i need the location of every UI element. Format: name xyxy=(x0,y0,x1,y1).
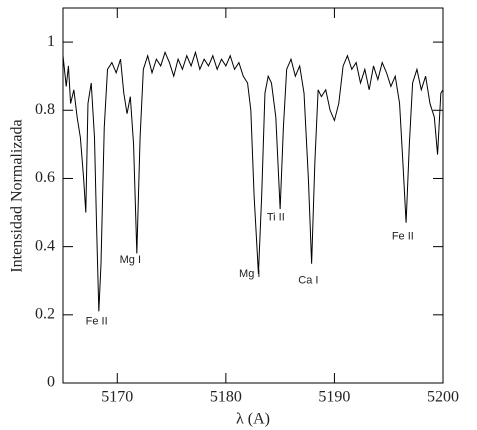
y-tick-label: 0.6 xyxy=(35,169,55,186)
line-annotation: Mg I xyxy=(239,268,260,280)
x-tick-label: 5180 xyxy=(210,389,242,406)
line-annotation: Mg I xyxy=(120,254,141,266)
x-tick-label: 5190 xyxy=(318,389,350,406)
y-tick-label: 0.2 xyxy=(35,305,55,322)
y-tick-label: 0.8 xyxy=(35,101,55,118)
spectrum-line xyxy=(62,50,444,312)
y-tick-label: 0.4 xyxy=(35,237,55,254)
line-annotation: Fe II xyxy=(86,316,108,328)
x-tick-label: 5170 xyxy=(101,389,133,406)
line-annotation: Fe II xyxy=(392,230,414,242)
y-tick-label: 1 xyxy=(47,33,55,50)
y-axis-label: Intensidad Normalizada xyxy=(9,119,26,272)
line-annotation: Ti II xyxy=(267,212,285,224)
y-tick-label: 0 xyxy=(47,374,55,391)
plot-frame xyxy=(62,7,444,384)
x-axis-label: λ (A) xyxy=(236,411,270,428)
x-tick-label: 5200 xyxy=(427,389,459,406)
line-annotation: Ca I xyxy=(298,275,318,287)
